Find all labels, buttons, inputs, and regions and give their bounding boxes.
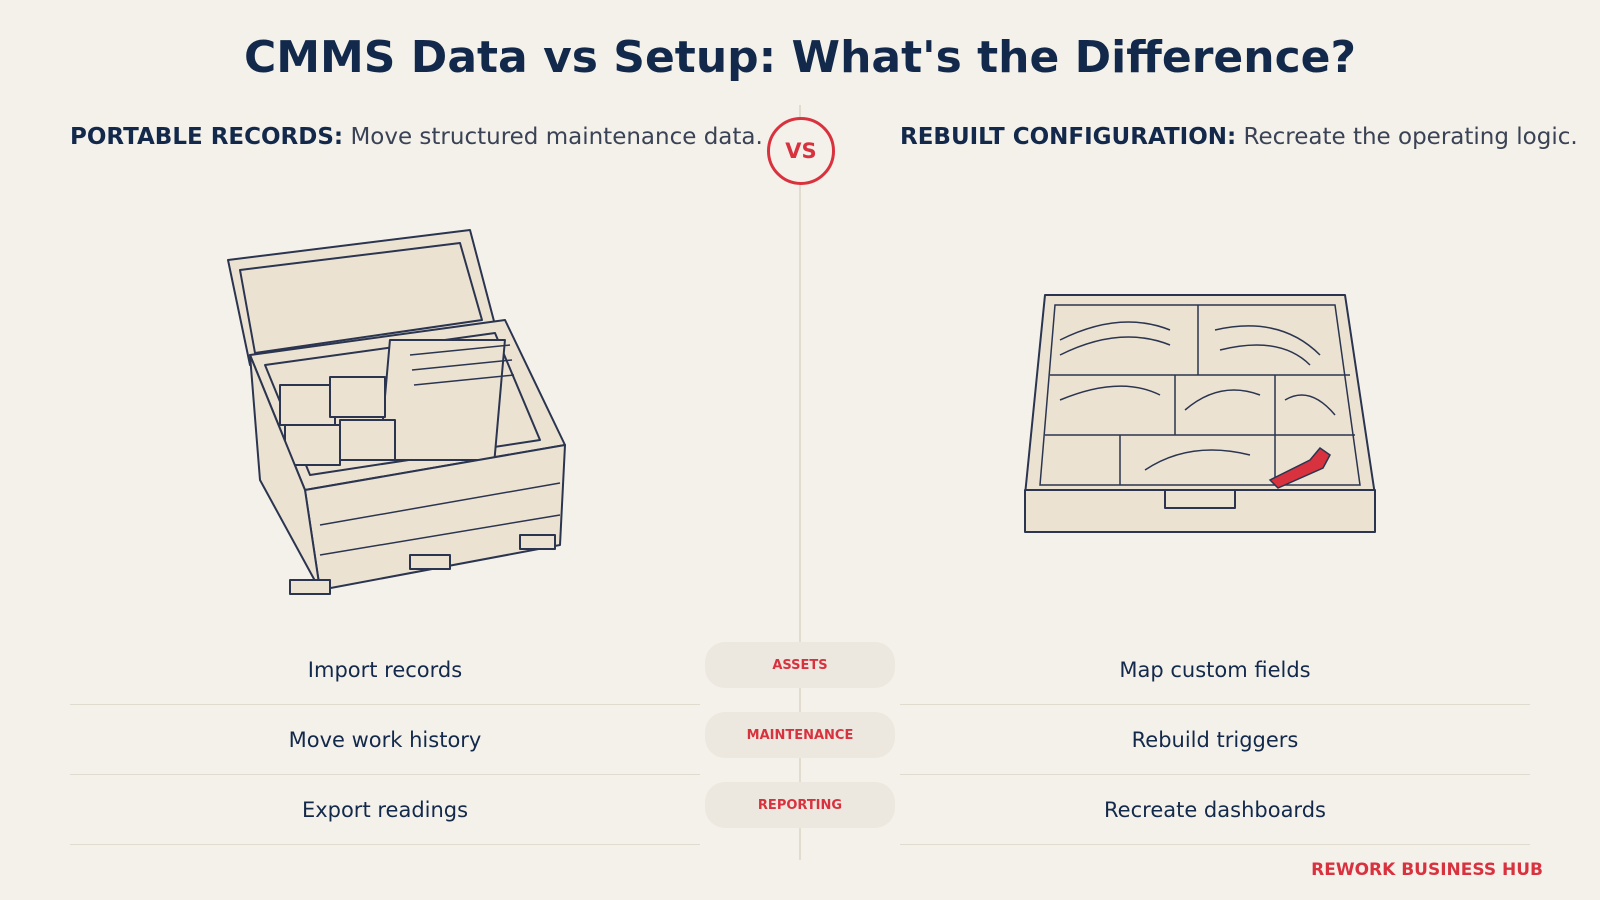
tray-illustration [1024,294,1376,533]
heading-text: Move structured maintenance data. [350,124,763,150]
brand: REWORK BUSINESS HUB [1311,860,1543,880]
crate-illustration [227,229,566,595]
heading-text: Recreate the operating logic. [1243,124,1578,150]
right-item: Recreate dashboards [900,775,1530,845]
category-pill: REPORTING [705,782,895,828]
right-heading: REBUILT CONFIGURATION: Recreate the oper… [900,124,1578,150]
right-item: Rebuild triggers [900,705,1530,775]
heading-label: REBUILT CONFIGURATION: [900,124,1237,150]
left-item: Import records [70,635,700,705]
left-item: Export readings [70,775,700,845]
left-heading: PORTABLE RECORDS: Move structured mainte… [70,124,763,150]
title: CMMS Data vs Setup: What's the Differenc… [243,32,1357,83]
heading-label: PORTABLE RECORDS: [70,124,344,150]
right-item: Map custom fields [900,635,1530,705]
category-pill: MAINTENANCE [705,712,895,758]
divider [799,105,801,860]
vs-badge: VS [767,117,835,185]
left-item: Move work history [70,705,700,775]
category-pill: ASSETS [705,642,895,688]
